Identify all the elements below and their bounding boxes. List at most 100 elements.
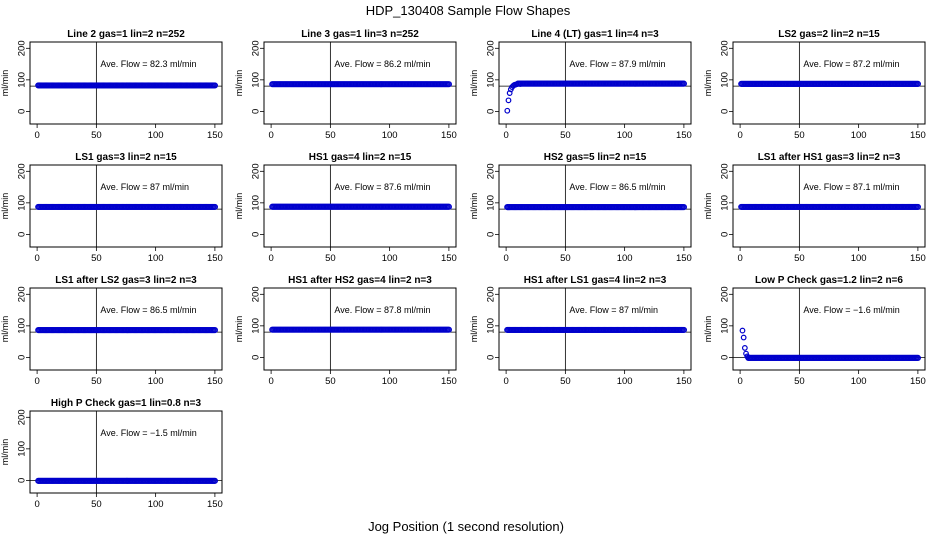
data-point	[680, 80, 687, 87]
plot-frame	[263, 164, 457, 248]
x-tick-label: 100	[382, 130, 398, 141]
x-tick-label: 100	[148, 376, 164, 387]
plot-frame	[29, 41, 223, 125]
y-tick-label: 200	[251, 40, 262, 56]
x-tick-label: 100	[148, 253, 164, 264]
chart-panel-5: LS1 gas=3 lin=2 n=15 0 50 100 150 0 100 200 ml/m…	[0, 152, 223, 264]
y-tick-label: 100	[251, 195, 262, 211]
data-points	[269, 81, 452, 88]
x-tick-label: 50	[560, 130, 571, 141]
average-flow-annotation: Ave. Flow = −1.5 ml/min	[100, 428, 196, 438]
x-tick-label: 0	[268, 253, 273, 264]
x-tick-label: 150	[441, 376, 457, 387]
y-tick-label: 200	[486, 286, 497, 302]
y-tick-label: 100	[720, 318, 731, 334]
y-tick-label: 0	[720, 355, 731, 360]
average-flow-annotation: Ave. Flow = −1.6 ml/min	[803, 305, 899, 315]
x-tick-label: 0	[34, 130, 39, 141]
y-axis-label: ml/min	[234, 316, 244, 343]
panels-grid: Line 2 gas=1 lin=2 n=252 0 50 100 150 0 100 200…	[0, 29, 926, 510]
y-tick-label: 100	[720, 195, 731, 211]
y-tick-label: 0	[486, 355, 497, 360]
x-tick-label: 0	[737, 253, 742, 264]
y-tick-label: 200	[17, 40, 28, 56]
chart-panel-4: LS2 gas=2 lin=2 n=15 0 50 100 150 0 100 200 ml/m…	[703, 29, 926, 141]
x-tick-label: 50	[794, 130, 805, 141]
data-point	[680, 204, 687, 211]
x-tick-label: 0	[268, 376, 273, 387]
y-tick-label: 100	[17, 318, 28, 334]
panel-title: LS2 gas=2 lin=2 n=15	[778, 29, 880, 40]
x-tick-label: 50	[794, 253, 805, 264]
x-tick-label: 150	[910, 253, 926, 264]
data-points	[504, 80, 687, 114]
panel-title: Low P Check gas=1.2 lin=2 n=6	[755, 275, 903, 286]
data-points	[504, 326, 687, 334]
data-point	[445, 203, 452, 210]
y-axis-label: ml/min	[469, 193, 479, 220]
panel-title: HS1 after LS1 gas=4 lin=2 n=3	[524, 275, 667, 286]
y-axis-label: ml/min	[469, 316, 479, 343]
data-points	[269, 203, 452, 210]
x-tick-label: 150	[676, 376, 692, 387]
panel-title: Line 3 gas=1 lin=3 n=252	[301, 29, 419, 40]
x-tick-label: 50	[560, 253, 571, 264]
x-tick-label: 150	[207, 253, 223, 264]
data-point	[211, 477, 218, 484]
x-tick-label: 0	[503, 253, 508, 264]
data-point	[914, 354, 921, 361]
y-tick-label: 100	[17, 195, 28, 211]
y-tick-label: 0	[720, 232, 731, 237]
y-axis-label: ml/min	[469, 70, 479, 97]
plot-frame	[498, 41, 692, 125]
x-tick-label: 100	[851, 376, 867, 387]
data-points	[35, 477, 218, 484]
y-tick-label: 200	[251, 286, 262, 302]
y-tick-label: 200	[486, 163, 497, 179]
chart-panel-8: LS1 after HS1 gas=3 lin=2 n=3 0 50 100 150 0 1…	[703, 152, 926, 264]
y-axis-label: ml/min	[703, 316, 713, 343]
y-tick-label: 200	[486, 40, 497, 56]
x-tick-label: 150	[207, 376, 223, 387]
x-tick-label: 50	[91, 499, 102, 510]
panel-title: High P Check gas=1 lin=0.8 n=3	[51, 398, 202, 409]
data-points	[739, 327, 921, 361]
y-axis-label: ml/min	[234, 70, 244, 97]
data-point	[211, 82, 218, 89]
data-points	[269, 326, 452, 333]
data-point	[211, 203, 218, 211]
chart-panel-10: HS1 after HS2 gas=4 lin=2 n=3 0 50 100 150 0 1…	[234, 275, 457, 387]
chart-panel-7: HS2 gas=5 lin=2 n=15 0 50 100 150 0 100 200 ml/m…	[469, 152, 692, 264]
data-points	[738, 203, 921, 211]
average-flow-annotation: Ave. Flow = 87.8 ml/min	[334, 305, 430, 315]
x-tick-label: 100	[148, 130, 164, 141]
average-flow-annotation: Ave. Flow = 87.9 ml/min	[569, 59, 665, 69]
plot-frame	[498, 164, 692, 248]
x-tick-label: 100	[617, 130, 633, 141]
x-tick-label: 0	[737, 376, 742, 387]
average-flow-annotation: Ave. Flow = 82.3 ml/min	[100, 59, 196, 69]
chart-panel-1: Line 2 gas=1 lin=2 n=252 0 50 100 150 0 100 200…	[0, 29, 223, 141]
data-points	[504, 204, 687, 211]
data-point	[211, 327, 218, 334]
y-tick-label: 0	[17, 478, 28, 483]
chart-panel-6: HS1 gas=4 lin=2 n=15 0 50 100 150 0 100 200 ml/m…	[234, 152, 457, 264]
y-tick-label: 200	[17, 409, 28, 425]
x-axis-label: Jog Position (1 second resolution)	[368, 519, 564, 534]
chart-panel-12: Low P Check gas=1.2 lin=2 n=6 0 50 100 150 0 1…	[703, 275, 926, 387]
y-tick-label: 100	[720, 72, 731, 88]
x-tick-label: 0	[737, 130, 742, 141]
chart-panel-11: HS1 after LS1 gas=4 lin=2 n=3 0 50 100 150 0 1…	[469, 275, 692, 387]
x-tick-label: 0	[34, 499, 39, 510]
x-tick-label: 50	[91, 130, 102, 141]
plot-frame	[732, 41, 926, 125]
y-tick-label: 0	[251, 109, 262, 114]
y-axis-label: ml/min	[0, 70, 10, 97]
panel-title: HS2 gas=5 lin=2 n=15	[544, 152, 647, 163]
data-point	[741, 345, 748, 351]
x-tick-label: 0	[503, 130, 508, 141]
data-points	[35, 327, 218, 334]
plot-frame	[29, 287, 223, 371]
x-tick-label: 100	[382, 376, 398, 387]
